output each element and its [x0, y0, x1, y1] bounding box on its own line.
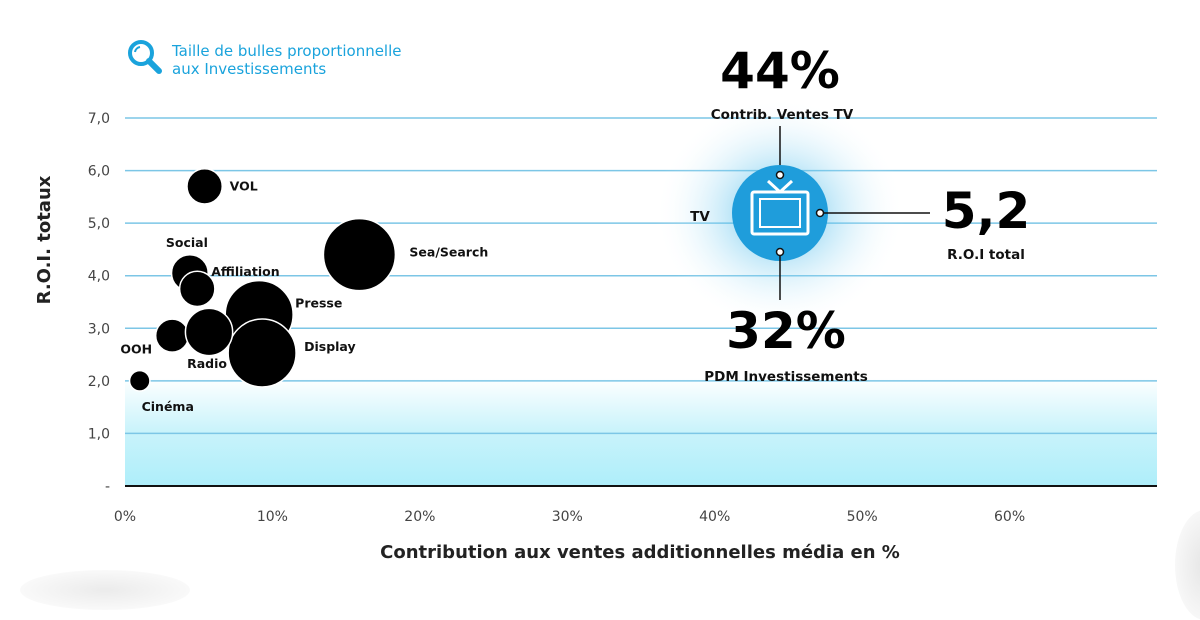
- y-axis-ticks: - 1,0 2,0 3,0 4,0 5,0 6,0 7,0: [88, 111, 110, 495]
- bubble-affiliation[interactable]: [178, 270, 216, 308]
- bubble-label: Cinéma: [142, 399, 194, 414]
- connector-dot-bottom: [775, 247, 785, 257]
- x-axis-ticks: 0% 10% 20% 30% 40% 50% 60%: [114, 509, 1025, 525]
- bubbles: [128, 167, 397, 392]
- tv-bubble[interactable]: [732, 165, 828, 261]
- bubble-size-note: Taille de bulles proportionnelle aux Inv…: [172, 42, 402, 78]
- tv-pdm-value: 32%: [726, 302, 846, 360]
- bubble-label: OOH: [120, 342, 152, 357]
- y-tick-label: 7,0: [88, 111, 110, 127]
- y-tick-label: 2,0: [88, 374, 110, 390]
- bubble-cin-ma[interactable]: [128, 369, 151, 392]
- bubble-ooh[interactable]: [154, 318, 190, 353]
- tv-pdm-label: PDM Investissements: [704, 369, 868, 385]
- y-tick-label: 1,0: [88, 426, 110, 442]
- x-axis-title: Contribution aux ventes additionnelles m…: [380, 542, 900, 563]
- plot-bottom-band: [125, 378, 1157, 486]
- gridlines: [125, 117, 1157, 435]
- x-tick-label: 60%: [994, 509, 1025, 525]
- y-axis-title: R.O.I. totaux: [34, 175, 55, 304]
- tv-contrib-label: Contrib. Ventes TV: [711, 107, 854, 123]
- bubble-label: VOL: [230, 178, 258, 193]
- bubble-label: Social: [166, 235, 208, 250]
- y-tick-label: 4,0: [88, 269, 110, 285]
- bubble-chart: - 1,0 2,0 3,0 4,0 5,0 6,0 7,0 0% 10% 20% 30% 40% 50%…: [34, 42, 1157, 563]
- tv-name-label: TV: [690, 209, 710, 225]
- note-line-2: aux Investissements: [172, 60, 327, 78]
- x-tick-label: 40%: [699, 509, 730, 525]
- bubble-label: Affiliation: [211, 264, 279, 279]
- tv-icon: [750, 179, 810, 236]
- x-tick-label: 10%: [257, 509, 288, 525]
- bubble-sea-search[interactable]: [322, 217, 397, 292]
- bubble-label: Radio: [187, 356, 227, 371]
- bubble-radio[interactable]: [184, 307, 234, 357]
- tv-roi-value: 5,2: [942, 182, 1031, 240]
- y-tick-label: 5,0: [88, 216, 110, 232]
- x-tick-label: 20%: [404, 509, 435, 525]
- tv-roi-label: R.O.I total: [947, 247, 1025, 263]
- x-tick-label: 30%: [552, 509, 583, 525]
- connector-dot-top: [775, 170, 785, 180]
- note-line-1: Taille de bulles proportionnelle: [172, 42, 402, 60]
- bubble-label: Presse: [295, 296, 342, 311]
- tv-highlight: 44% Contrib. Ventes TV TV 5,2 R.O.I tota…: [655, 42, 1030, 385]
- bubble-label: Sea/Search: [409, 245, 488, 260]
- y-tick-label: 6,0: [88, 164, 110, 180]
- y-tick-label: 3,0: [88, 321, 110, 337]
- x-tick-label: 50%: [847, 509, 878, 525]
- tv-contrib-value: 44%: [720, 42, 840, 100]
- bubble-display[interactable]: [227, 318, 297, 388]
- connector-dot-right: [815, 208, 825, 218]
- magnifier-icon: [128, 40, 162, 74]
- bubble-vol[interactable]: [186, 167, 223, 205]
- y-tick-label: -: [105, 479, 110, 495]
- x-tick-label: 0%: [114, 509, 136, 525]
- bubble-label: Display: [304, 339, 356, 354]
